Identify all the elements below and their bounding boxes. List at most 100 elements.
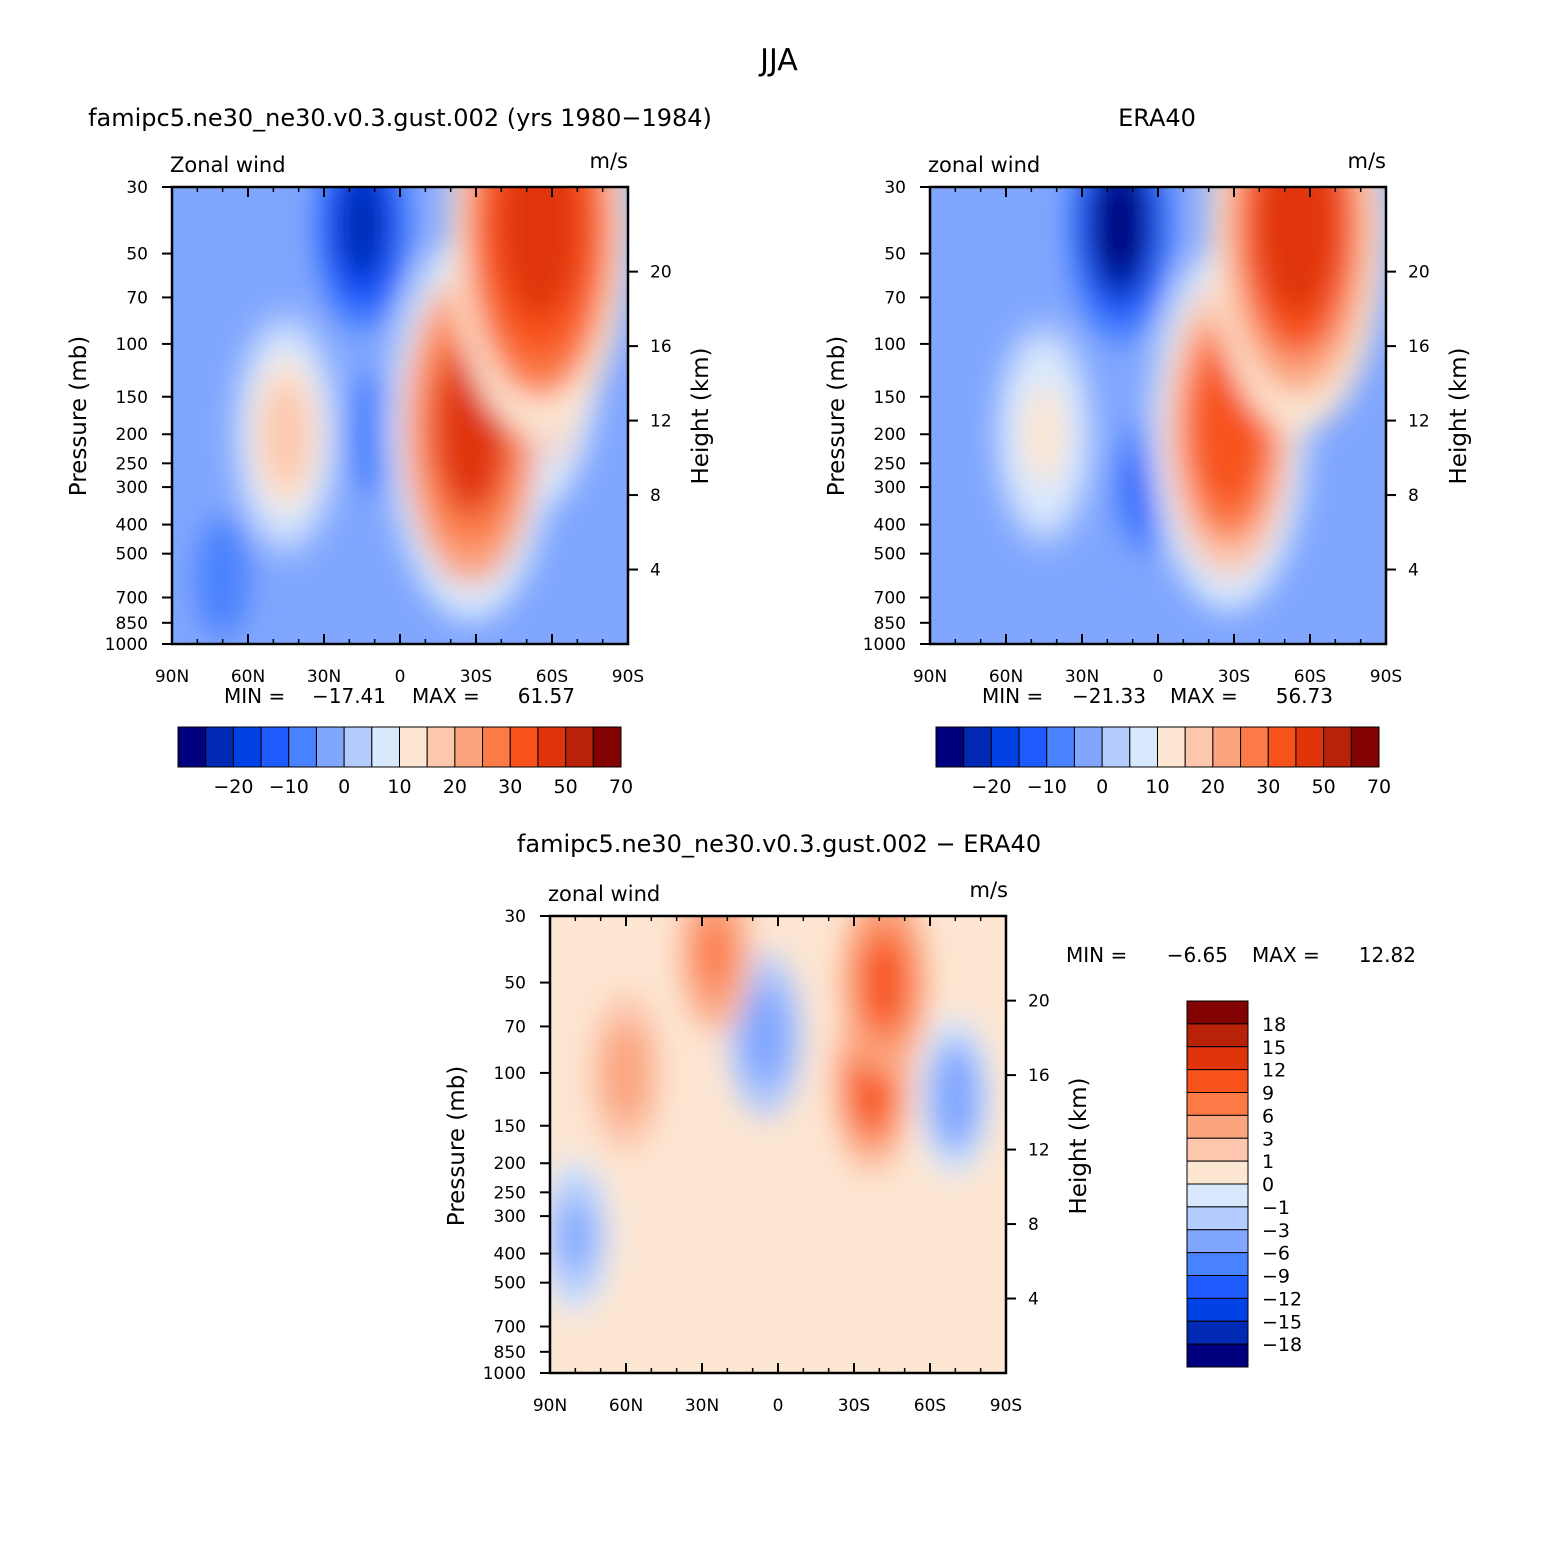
y2-tick-label: 16 [650,337,672,357]
panel-model-title: famipc5.ne30_ne30.v0.3.gust.002 (yrs 198… [88,104,712,132]
contour-feature-0-level-3 [559,1201,592,1271]
colorbar-swatch [1186,1114,1249,1139]
colorbar-swatch [1186,1252,1249,1276]
panel-model-axes: 90N 60N 30N 0 30S 60S 90S 30 50 70 100 150 200 250 300… [105,178,672,687]
contour-feature-6-level-3 [865,940,904,1025]
colorbar-swatch [1129,726,1158,768]
y-tick-label: 300 [116,478,148,498]
colorbar-label: 50 [554,776,578,798]
x-tick-label: 90N [155,667,189,687]
y2-tick-label: 20 [1028,992,1050,1012]
colorbar-label: −10 [1027,776,1067,798]
colorbar-swatch [1186,1229,1249,1254]
panel-era40-title: ERA40 [1118,104,1196,132]
y-tick-label: 1000 [483,1364,526,1384]
panel-era40-units-label: m/s [1348,149,1386,173]
colorbar-label: 20 [1201,776,1225,798]
colorbar-swatch [1186,1297,1249,1322]
y-tick-label: 30 [126,178,148,198]
colorbar-swatch [482,726,511,768]
colorbar-swatch [1186,1206,1249,1231]
y-tick-label: 100 [494,1064,526,1084]
colorbar-swatch [315,726,345,768]
panel-difference-title: famipc5.ne30_ne30.v0.3.gust.002 − ERA40 [517,830,1041,858]
y-tick-label: 300 [874,478,906,498]
panel-difference-max-label: MAX = [1252,943,1320,967]
colorbar-label: 3 [1262,1128,1274,1150]
panel-era40-colorbar: −20 −10 0 10 20 30 50 70 [935,726,1391,798]
colorbar-label: 12 [1262,1060,1286,1082]
y2-tick-label: 20 [1408,263,1430,283]
contour-feature-1-level-3 [609,1037,643,1109]
x-tick-label: 60S [536,667,568,687]
panel-model-min-value: −17.41 [312,684,386,708]
y-tick-label: 70 [126,288,148,308]
colorbar-label: 30 [498,776,522,798]
colorbar-swatch [565,726,594,768]
y2-tick-label: 16 [1028,1066,1050,1086]
x-tick-label: 90S [990,1396,1022,1416]
y-tick-label: 250 [116,454,148,474]
y2-tick-label: 4 [1028,1290,1039,1310]
y2-tick-label: 12 [650,412,672,432]
y-tick-label: 400 [874,516,906,536]
y-tick-label: 200 [116,425,148,445]
contour-feature-4-level-3 [262,380,310,489]
panel-model-max-value: 61.57 [518,684,575,708]
y2-tick-label: 4 [1408,561,1419,581]
colorbar-swatch [1186,1000,1249,1025]
figure-title: JJA [758,43,798,78]
contour-feature-4-level-3 [697,916,732,991]
colorbar-swatch [1186,1343,1249,1368]
y2-tick-label: 20 [650,263,672,283]
panel-era40-axes: 90N 60N 30N 0 30S 60S 90S 30 50 70 100 150 200 250 300… [863,178,1430,687]
y-tick-label: 50 [504,974,526,994]
panel-difference-y-axis-label: Pressure (mb) [444,1066,470,1226]
x-tick-label: 90N [913,667,947,687]
panel-model-y2-axis-label: Height (km) [688,347,714,484]
y-tick-label: 300 [494,1207,526,1227]
colorbar-swatch [177,726,207,768]
panel-era40-variable-label: zonal wind [928,153,1040,177]
colorbar-swatch [963,726,992,768]
y-tick-label: 700 [494,1318,526,1338]
colorbar-swatch [1267,726,1297,768]
colorbar-swatch [1350,726,1380,768]
colorbar-swatch [509,726,539,768]
y-tick-label: 500 [116,545,148,565]
panel-model-max-label: MAX = [412,684,480,708]
x-tick-label: 30S [460,667,492,687]
colorbar-swatch [537,726,567,768]
panel-era40: ERA40 zonal wind m/s 90N 60N 30N 0 30S 60S 90S… [824,104,1472,798]
panel-difference: famipc5.ne30_ne30.v0.3.gust.002 − ERA40 … [444,830,1416,1416]
colorbar-label: 0 [1096,776,1108,798]
panel-era40-min-label: MIN = [982,684,1043,708]
colorbar-swatch [1186,1046,1249,1071]
x-tick-label: 0 [1153,667,1164,687]
colorbar-swatch [343,726,373,768]
panel-model-min-label: MIN = [224,684,285,708]
colorbar-label: −20 [213,776,253,798]
y-tick-label: 400 [494,1245,526,1265]
x-tick-label: 30S [838,1396,870,1416]
panel-model-units-label: m/s [590,149,628,173]
panel-model: famipc5.ne30_ne30.v0.3.gust.002 (yrs 198… [66,104,714,798]
colorbar-swatch [1186,1092,1249,1116]
y2-tick-label: 16 [1408,337,1430,357]
colorbar-swatch [990,726,1020,768]
y-tick-label: 70 [884,288,906,308]
colorbar-label: 15 [1262,1037,1286,1059]
colorbar-swatch [1157,726,1186,768]
contour-feature-2-level-3 [939,1061,972,1133]
colorbar-swatch [1186,1023,1249,1048]
y-tick-label: 700 [874,589,906,609]
colorbar-swatch [592,726,622,768]
colorbar-label: −1 [1262,1197,1290,1219]
y-tick-label: 150 [494,1117,526,1137]
colorbar-swatch [232,726,262,768]
colorbar-label: 50 [1312,776,1336,798]
panel-difference-units-label: m/s [970,878,1008,902]
y-tick-label: 150 [116,388,148,408]
colorbar-swatch [371,726,400,768]
